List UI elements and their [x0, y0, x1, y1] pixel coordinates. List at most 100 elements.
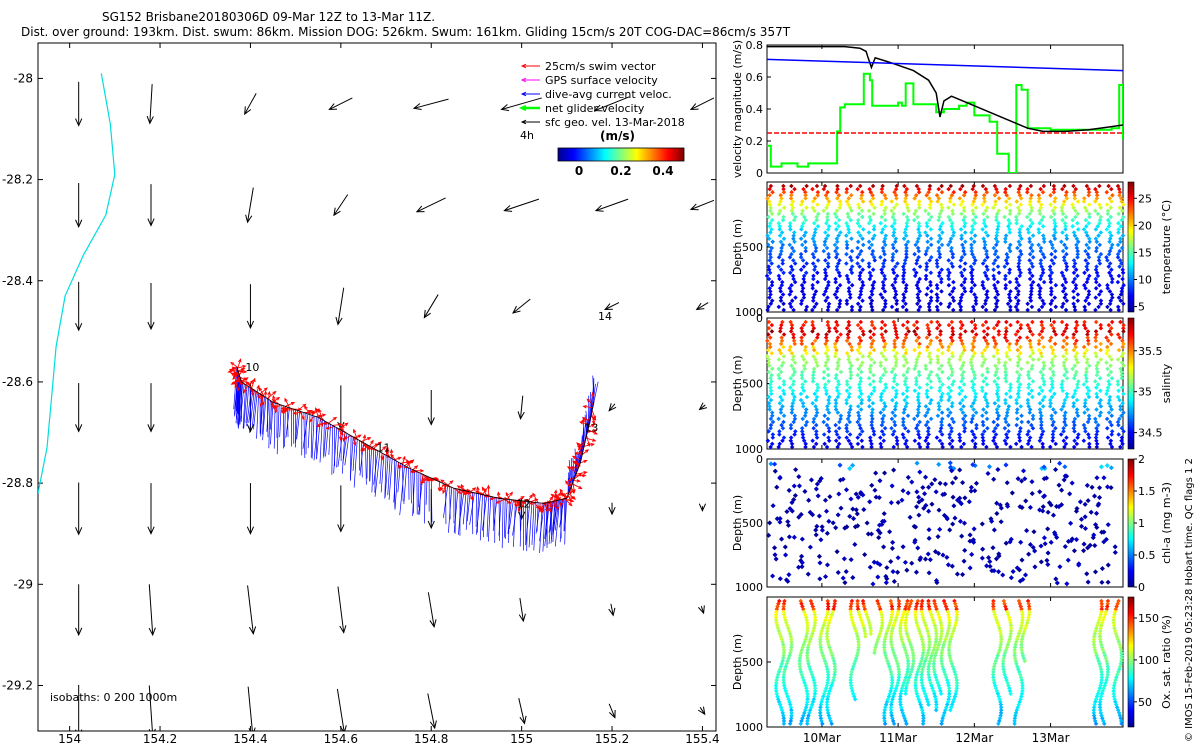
- temperature-point: [776, 304, 782, 310]
- swim-vector-head: [238, 358, 242, 363]
- swim-vector-head: [565, 480, 569, 485]
- swim-vector-head: [261, 401, 265, 406]
- swim-vector: [284, 398, 290, 408]
- temperature-point: [1027, 270, 1033, 276]
- legend-note: 4h: [520, 129, 534, 142]
- swim-vector: [362, 444, 368, 452]
- swim-vector-head: [257, 394, 261, 400]
- track-day-label: 13: [584, 421, 598, 434]
- temperature-point: [985, 267, 990, 272]
- temperature-point: [779, 279, 785, 285]
- temperature-point: [1025, 301, 1030, 307]
- swim-vector-head: [550, 493, 555, 498]
- temperature-point: [1048, 292, 1054, 297]
- temperature-point: [849, 282, 855, 288]
- dac-vector: [262, 397, 267, 441]
- temperature-point: [924, 292, 929, 297]
- temperature-point: [923, 276, 929, 282]
- swim-vector-head: [243, 389, 247, 394]
- isobaths-label: isobaths: 0 200 1000m: [50, 691, 177, 704]
- swim-vector-head: [397, 464, 402, 469]
- temperature-point: [995, 292, 1001, 297]
- swim-vector-head: [505, 491, 510, 497]
- map-xtick-label: 154.8: [414, 732, 448, 746]
- dac-vector: [443, 485, 449, 518]
- geo-velocity-arrow: [608, 703, 616, 718]
- temperature-point: [767, 270, 773, 276]
- geo-velocity-arrow: [690, 199, 715, 210]
- temperature-point: [869, 292, 875, 297]
- swim-vector: [272, 399, 280, 405]
- temperature-point: [971, 304, 976, 310]
- swim-vector: [567, 494, 572, 502]
- swim-vector: [297, 403, 306, 411]
- swim-vector-head: [572, 489, 576, 494]
- temperature-point: [985, 295, 990, 300]
- swim-vector-head: [283, 408, 288, 412]
- temperature-point: [857, 264, 862, 269]
- temperature-point: [1008, 298, 1013, 303]
- swim-vector-head: [514, 503, 518, 508]
- temperature-point: [880, 295, 885, 300]
- dac-vector: [492, 496, 495, 526]
- temperature-point: [992, 307, 998, 313]
- temperature-point: [1052, 217, 1057, 223]
- swim-vector: [567, 466, 577, 473]
- swim-vector-head: [297, 407, 303, 412]
- swim-vector-head: [583, 459, 588, 464]
- temperature-point: [834, 289, 840, 294]
- temperature-point: [858, 289, 864, 294]
- swim-vector-head: [275, 396, 281, 401]
- temperature-point: [1040, 267, 1046, 272]
- temperature-point: [833, 279, 838, 285]
- dac-vector: [323, 420, 325, 456]
- dac-vector: [554, 500, 559, 531]
- temperature-point: [980, 304, 986, 310]
- swim-vector: [517, 496, 525, 501]
- dac-vector: [268, 400, 271, 449]
- swim-vector-head: [263, 390, 268, 395]
- swim-vector: [575, 451, 583, 455]
- swim-vector: [581, 418, 591, 422]
- dac-vector: [284, 406, 286, 447]
- swim-vector-head: [239, 368, 244, 374]
- temperature-point: [1003, 273, 1008, 279]
- legend-label: dive-avg current veloc.: [545, 88, 672, 101]
- temperature-point: [934, 304, 940, 310]
- chla-colorbar-label: chl-a (mg m-3): [1160, 482, 1173, 564]
- map-ytick-label: -28.8: [2, 476, 33, 490]
- dac-vector: [285, 407, 290, 438]
- temperature-point: [826, 304, 831, 310]
- temperature-point: [866, 261, 872, 266]
- geo-velocity-arrow-head: [593, 104, 603, 112]
- temperature-point: [826, 282, 831, 288]
- swim-vector: [517, 500, 526, 506]
- temperature-point: [958, 307, 963, 313]
- swim-vector-head: [228, 368, 234, 373]
- swim-vector-head: [280, 406, 286, 411]
- temperature-ylabel: Depth (m): [731, 219, 744, 275]
- dac-vector: [592, 375, 595, 403]
- velocity-ytick-label: 0.2: [746, 135, 764, 148]
- oxygen-colorbar: [1127, 596, 1135, 728]
- geo-velocity-arrow: [337, 287, 345, 325]
- dac-vectors: [233, 366, 599, 553]
- dac-vector: [399, 465, 405, 516]
- temperature-point: [1048, 301, 1054, 307]
- dac-vector: [296, 411, 301, 440]
- velocity-ytick-label: 0.4: [746, 103, 764, 116]
- temperature-point: [810, 282, 815, 288]
- geo-velocity-arrow-head: [698, 605, 705, 615]
- temperature-point: [951, 298, 957, 303]
- swim-vector-head: [308, 409, 313, 414]
- temperature-point: [901, 292, 906, 297]
- temperature-point: [1029, 286, 1035, 291]
- geo-velocity-arrow-head: [698, 402, 708, 411]
- swim-vector-head: [483, 487, 487, 493]
- swim-vector-head: [227, 369, 232, 374]
- swim-vector: [261, 394, 265, 406]
- temperature-point: [857, 276, 863, 282]
- temperature-point: [815, 270, 820, 276]
- swim-vector-head: [357, 434, 362, 439]
- swim-vector-head: [486, 484, 491, 489]
